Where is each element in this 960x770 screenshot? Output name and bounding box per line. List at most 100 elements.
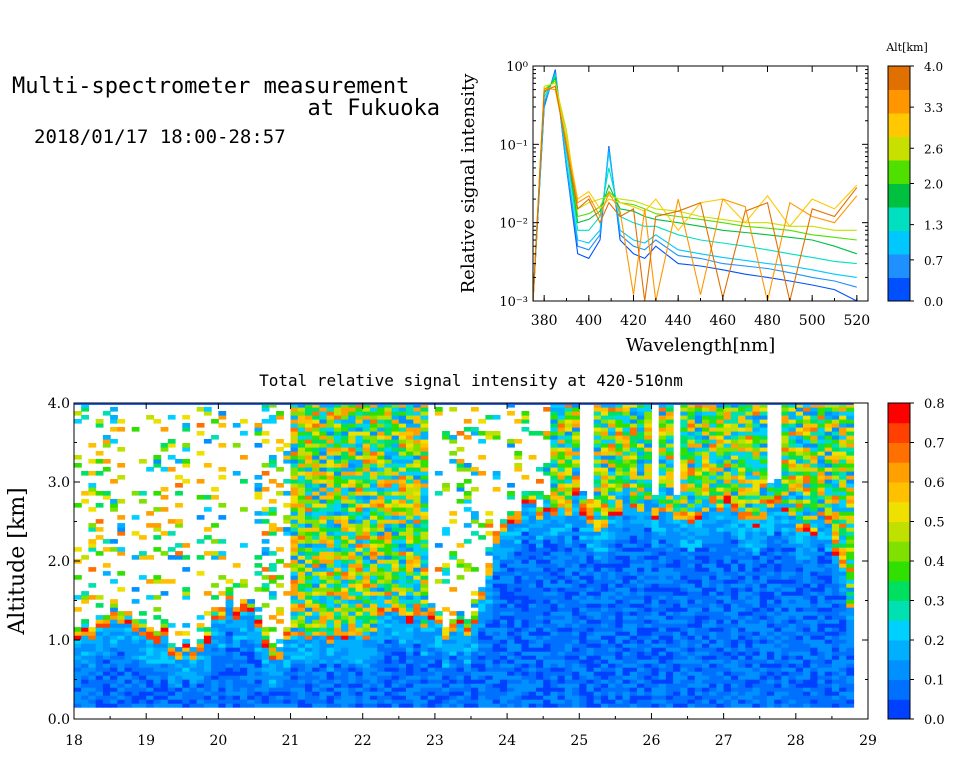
- heatmap-cell: [319, 607, 328, 612]
- heatmap-cell: [499, 575, 508, 580]
- heatmap-cell: [492, 655, 501, 660]
- heatmap-cell: [434, 407, 443, 412]
- heatmap-cell: [629, 543, 638, 548]
- heatmap-cell: [124, 679, 133, 684]
- heatmap-cell: [124, 687, 133, 692]
- heatmap-cell: [622, 547, 631, 552]
- heatmap-cell: [615, 595, 624, 600]
- heatmap-cell: [341, 463, 349, 468]
- heatmap-cell: [644, 495, 652, 500]
- heatmap-cell: [528, 507, 537, 512]
- heatmap-cell: [333, 675, 342, 680]
- heatmap-cell: [600, 599, 609, 604]
- heatmap-cell: [629, 663, 638, 668]
- heatmap-cell: [687, 503, 696, 508]
- heatmap-cell: [615, 519, 624, 524]
- heatmap-cell: [687, 659, 696, 664]
- heatmap-cell: [110, 603, 118, 608]
- heatmap-cell: [514, 623, 523, 628]
- heatmap-cell: [622, 703, 631, 708]
- heatmap-cell: [499, 599, 508, 604]
- heatmap-cell: [644, 667, 652, 672]
- heatmap-cell: [608, 499, 616, 504]
- heatmap-cell: [665, 531, 674, 536]
- heatmap-cell: [297, 663, 306, 668]
- heatmap-cell: [139, 575, 147, 580]
- heatmap-cell: [644, 511, 652, 516]
- heatmap-cell: [369, 543, 378, 548]
- heatmap-cell: [297, 591, 306, 596]
- heatmap-cell: [694, 679, 703, 684]
- heatmap-cell: [521, 703, 530, 708]
- heatmap-cell: [492, 631, 501, 636]
- heatmap-cell: [391, 611, 400, 616]
- heatmap-cell: [499, 551, 508, 556]
- heatmap-cell: [362, 567, 371, 572]
- heatmap-cell: [521, 627, 530, 632]
- heatmap-cell: [211, 647, 219, 652]
- heatmap-cell: [600, 639, 609, 644]
- heatmap-cell: [579, 619, 588, 624]
- heatmap-cell: [160, 551, 169, 556]
- heatmap-cell: [702, 443, 710, 448]
- heatmap-cell: [521, 527, 530, 532]
- heatmap-cell: [550, 535, 559, 540]
- heatmap-cell: [702, 595, 710, 600]
- heatmap-cell: [427, 635, 436, 640]
- heatmap-cell: [608, 435, 616, 440]
- heatmap-cell: [687, 559, 696, 564]
- heatmap-cell: [557, 419, 566, 424]
- heatmap-cell: [384, 623, 393, 628]
- heatmap-cell: [564, 411, 573, 416]
- heatmap-cell: [362, 527, 371, 532]
- heatmap-cell: [528, 687, 537, 692]
- heatmap-cell: [211, 419, 219, 424]
- heatmap-cell: [702, 643, 710, 648]
- heatmap-cell: [102, 571, 111, 576]
- heatmap-cell: [658, 519, 667, 524]
- heatmap-cell: [160, 427, 169, 432]
- heatmap-cell: [312, 551, 320, 556]
- heatmap-cell: [139, 491, 147, 496]
- heatmap-cell: [398, 431, 407, 436]
- heatmap-cell: [312, 667, 320, 672]
- heatmap-cell: [326, 687, 335, 692]
- heatmap-cell: [427, 679, 436, 684]
- heatmap-cell: [499, 563, 508, 568]
- heatmap-cell: [579, 563, 588, 568]
- heatmap-cell: [471, 519, 479, 524]
- heatmap-cell: [88, 487, 97, 492]
- heatmap-cell: [276, 655, 284, 660]
- heatmap-cell: [355, 459, 364, 464]
- heatmap-cell: [550, 683, 559, 688]
- heatmap-cell: [377, 503, 385, 508]
- heatmap-cell: [709, 567, 717, 572]
- heatmap-cell: [608, 463, 616, 468]
- heatmap-cell: [442, 607, 450, 612]
- heatmap-cell: [406, 479, 414, 484]
- heatmap-cell: [420, 687, 429, 692]
- heatmap-cell: [629, 539, 638, 544]
- heatmap-cell: [326, 587, 335, 592]
- heatmap-cell: [305, 491, 313, 496]
- heatmap-cell: [225, 623, 234, 628]
- heatmap-cell: [709, 403, 717, 408]
- heatmap-cell: [312, 423, 320, 428]
- heatmap-cell: [694, 435, 703, 440]
- heatmap-cell: [665, 519, 674, 524]
- heatmap-cell: [420, 519, 429, 524]
- heatmap-cell: [131, 427, 140, 432]
- heatmap-cell: [651, 703, 660, 708]
- heatmap-cell: [326, 591, 335, 596]
- heatmap-cell: [586, 675, 595, 680]
- heatmap-cell: [290, 663, 299, 668]
- heatmap-cell: [319, 695, 328, 700]
- heatmap-cell: [175, 503, 183, 508]
- heatmap-cell: [341, 643, 349, 648]
- heatmap-cell: [521, 491, 530, 496]
- heatmap-cell: [377, 651, 385, 656]
- heatmap-cell: [702, 435, 710, 440]
- heatmap-cell: [687, 615, 696, 620]
- heatmap-cell: [110, 499, 118, 504]
- heatmap-cell: [413, 655, 422, 660]
